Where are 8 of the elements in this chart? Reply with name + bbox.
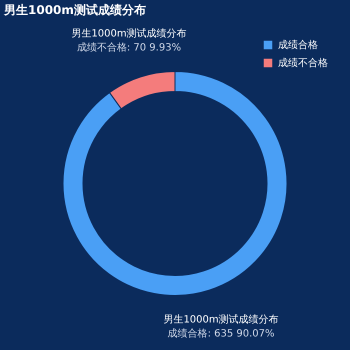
legend-label: 成绩合格 bbox=[278, 39, 318, 51]
donut-slice bbox=[62, 71, 288, 296]
data-label: 成绩不合格: 70 9.93% bbox=[76, 42, 182, 54]
chart-title: 男生1000m测试成绩分布 bbox=[3, 3, 146, 17]
legend-label: 成绩不合格 bbox=[278, 57, 328, 69]
data-label: 成绩合格: 635 90.07% bbox=[168, 327, 275, 340]
text: 男生1000m测试成绩分布 bbox=[163, 313, 279, 326]
text: 男生1000m测试成绩分布 bbox=[71, 28, 187, 40]
